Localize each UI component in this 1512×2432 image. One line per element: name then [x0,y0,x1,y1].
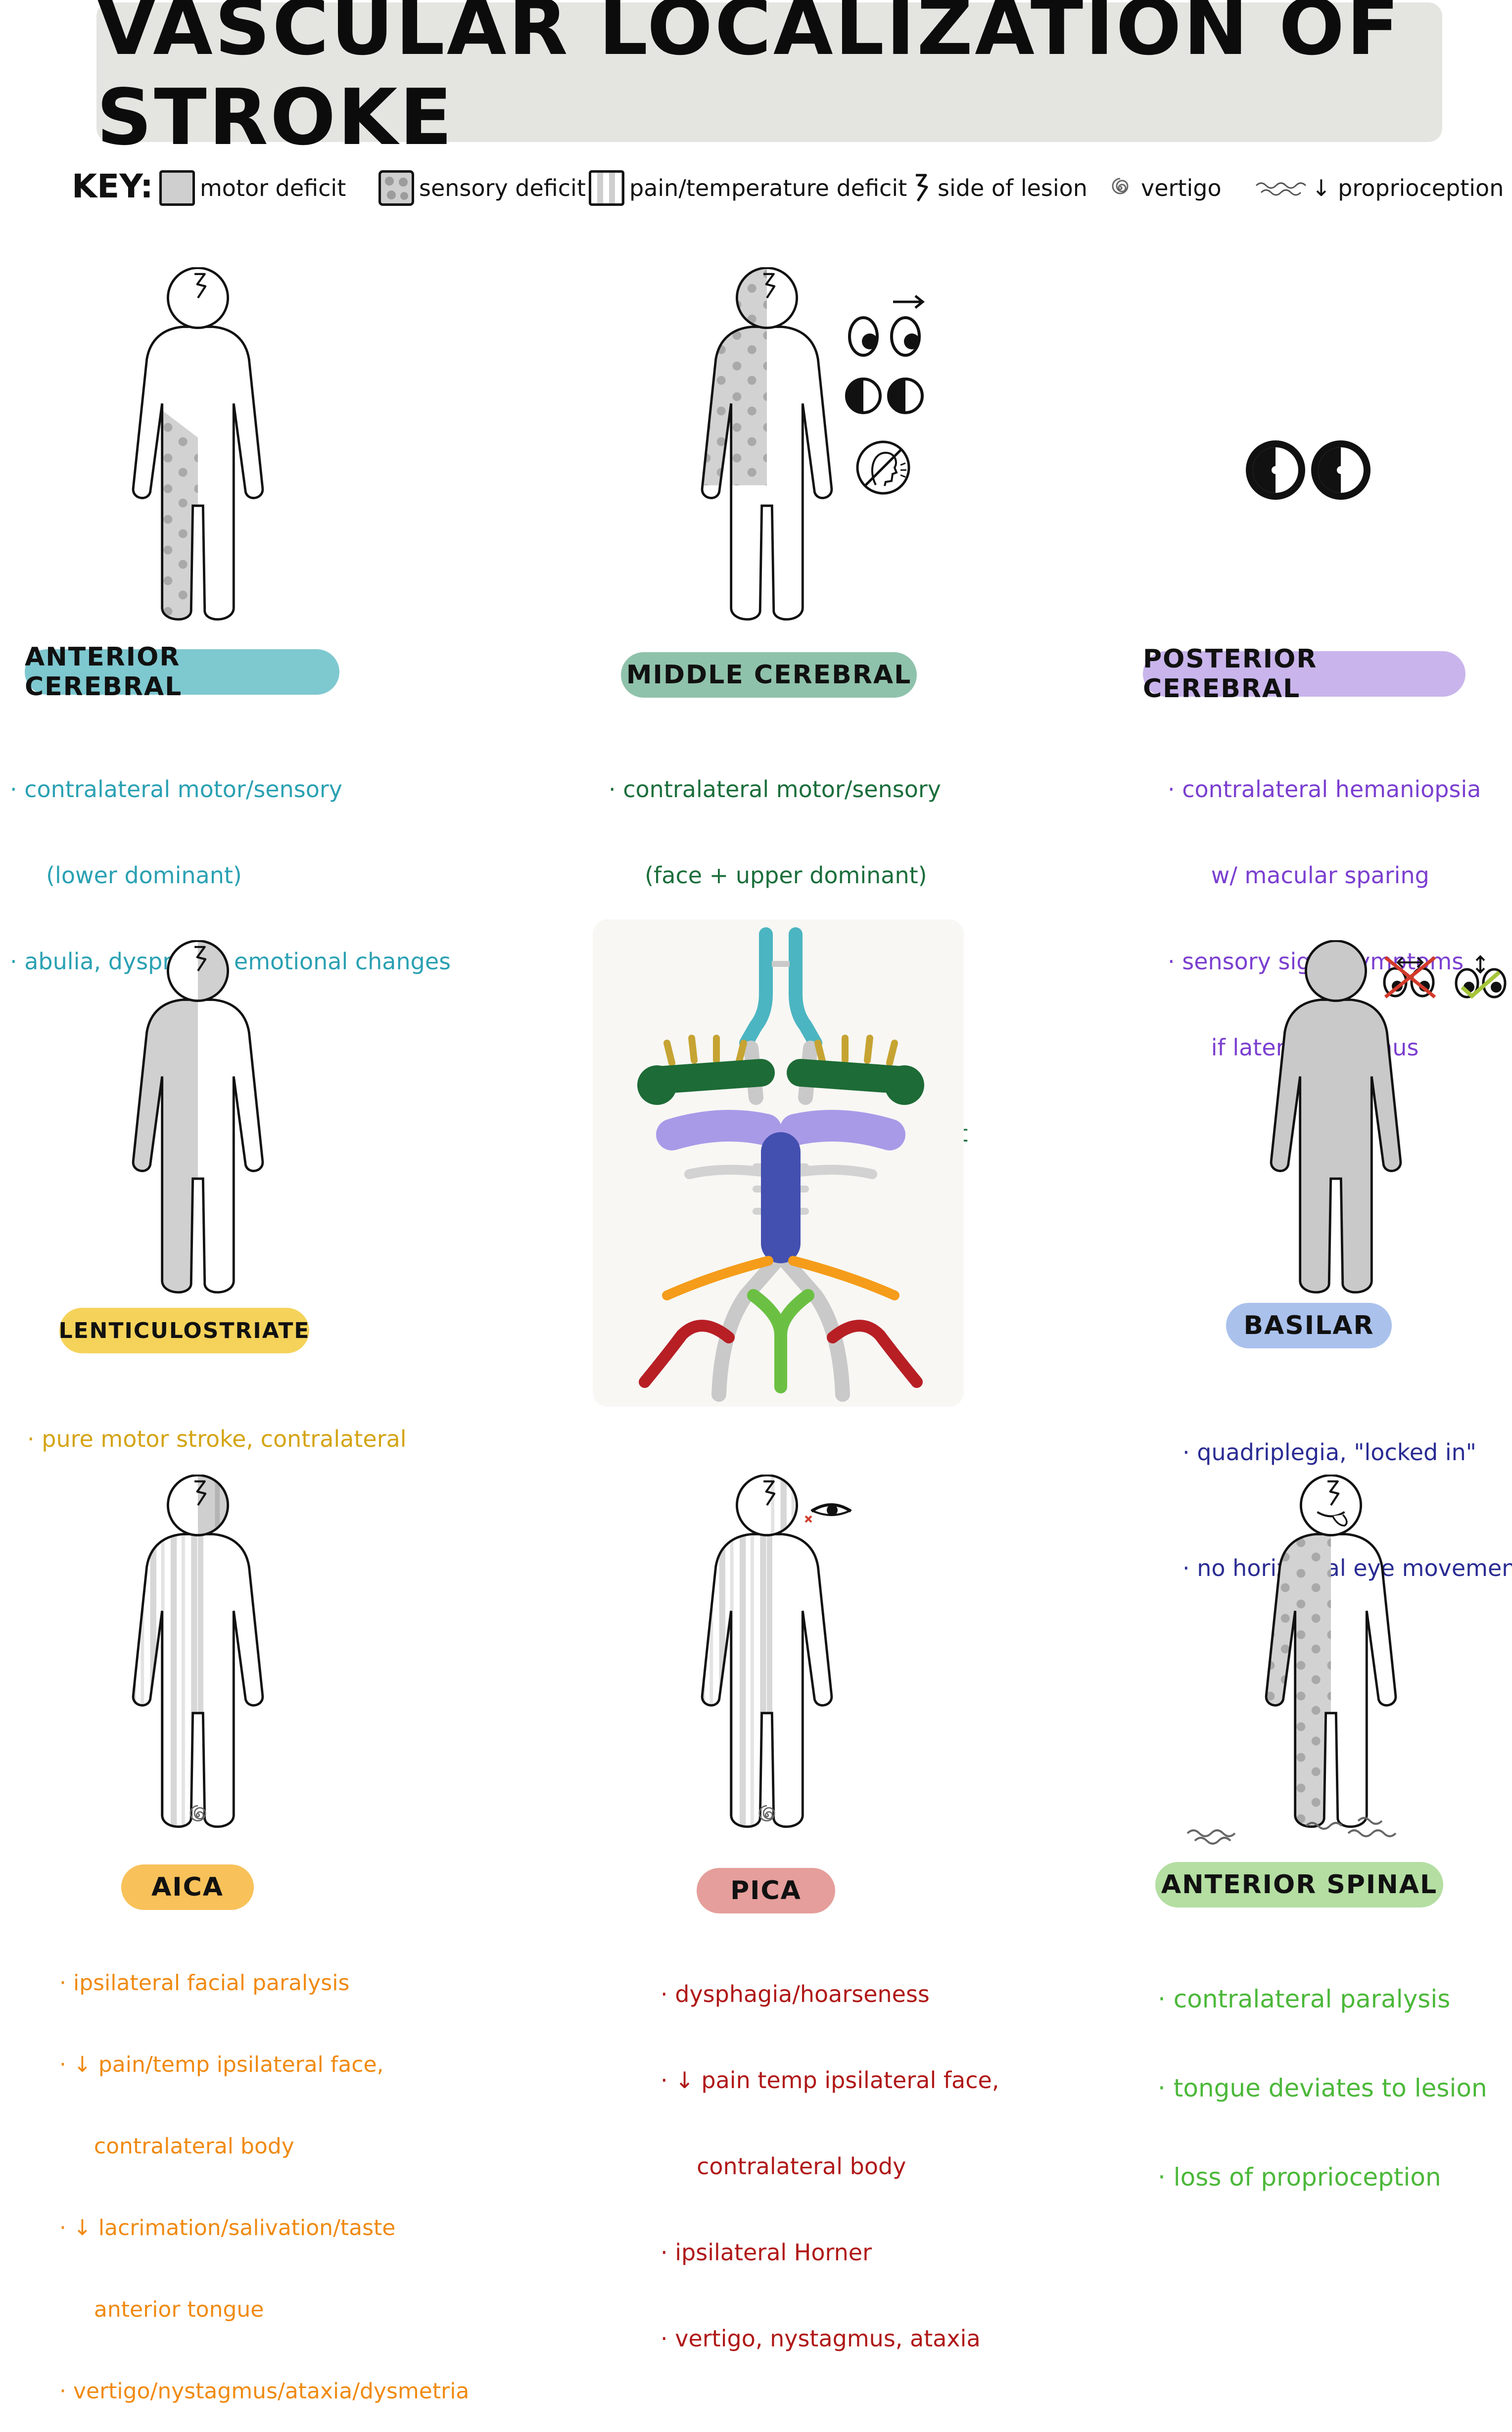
lightning-icon [916,174,928,202]
lenticulostriate-description: · pure motor stroke, contralateral [27,1426,407,1452]
vertical-eye-movement-icon [1455,955,1507,999]
pica-vessel [639,1320,923,1388]
pica-description: · dysphagia/hoarseness · ↓ pain temp ips… [661,1981,999,2352]
key-text: motor deficit [200,175,346,201]
key-text: vertigo [1141,175,1222,201]
lenticulostriate-body-figure [99,940,297,1301]
basilar-vessel [761,1132,801,1263]
aica-description: · ipsilateral facial paralysis · ↓ pain/… [59,1970,470,2404]
aica-body-figure [99,1475,297,1836]
lightning-icon [763,273,776,299]
superior-cerebellar-vessels [684,1165,877,1179]
key-item-pain: pain/temperature deficit [589,168,907,208]
hemianopsia-icon [845,378,924,414]
mca-vessel [643,1059,918,1094]
lenticulostriate-vessels [663,1035,898,1066]
wavy-line-icon [1186,1817,1397,1845]
key-item-motor: motor deficit [159,168,346,208]
spiral-icon [1112,178,1129,194]
anterior-spinal-label: ANTERIOR SPINAL [1155,1862,1443,1907]
tongue-icon [1331,1514,1348,1527]
no-horizontal-eye-movement-icon [1383,956,1436,999]
pca-visual-field-icon [1246,440,1370,500]
page-title: Vascular Localization of Stroke [96,0,1401,162]
key-item-sensory: sensory deficit [378,168,586,208]
key-item-proprioception: ↓ proprioception [1254,168,1504,208]
anterior-spinal-description: · contralateral paralysis · tongue devia… [1158,1985,1487,2192]
spiral-icon [758,1805,775,1822]
anterior-spinal-vessel [747,1289,814,1393]
pca-vessel [656,1110,905,1150]
motor-swatch-icon [159,170,195,206]
aphasia-icon [856,440,910,495]
pca-label: POSTERIOR CEREBRAL [1143,644,1465,704]
aica-label: AICA [121,1864,254,1910]
horner-eye-icon [804,1503,852,1523]
key-text: pain/temperature deficit [629,175,907,201]
lightning-icon [194,1480,207,1506]
key-label: KEY: [72,167,153,205]
aca-label: ANTERIOR CEREBRAL [25,642,339,702]
title-banner [96,2,1442,142]
anterior-spinal-body-figure [1232,1475,1430,1836]
lightning-icon [194,946,207,972]
basilar-label: BASILAR [1226,1303,1392,1348]
aca-description: · contralateral motor/sensory (lower dom… [10,776,451,975]
key-text: side of lesion [938,175,1087,201]
aica-vessel [662,1256,899,1300]
key-item-lesion: side of lesion [913,168,1087,208]
pica-label: PICA [697,1868,835,1913]
mca-label: MIDDLE CEREBRAL [621,652,917,698]
mca-body-figure [668,267,866,628]
lightning-icon [763,1480,776,1506]
proprioception-wavy-lines [1186,1817,1397,1845]
aca-body-figure [99,267,297,628]
basilar-body-figure [1237,940,1435,1301]
lenticulostriate-label: LENTICULOSTRIATE [59,1308,309,1353]
basilar-eye-movement-icons [1383,955,1507,999]
spiral-icon [189,1805,206,1822]
pica-body-figure [668,1475,866,1836]
key-text: sensory deficit [419,175,586,201]
sensory-swatch-icon [378,170,414,206]
key-text: ↓ proprioception [1312,175,1504,201]
lightning-icon [1327,1480,1340,1506]
pca-description: · contralateral hemaniopsia w/ macular s… [1168,776,1481,1061]
eye-deviation-icon [848,295,925,357]
key-item-vertigo: vertigo [1108,168,1222,208]
aca-vessel [739,927,822,1050]
lightning-icon [194,273,207,299]
wavy-line-icon [1255,182,1307,196]
mca-eye-icons [845,295,925,495]
pain-temperature-swatch-icon [589,170,624,206]
circle-of-willis-diagram [637,927,924,1402]
